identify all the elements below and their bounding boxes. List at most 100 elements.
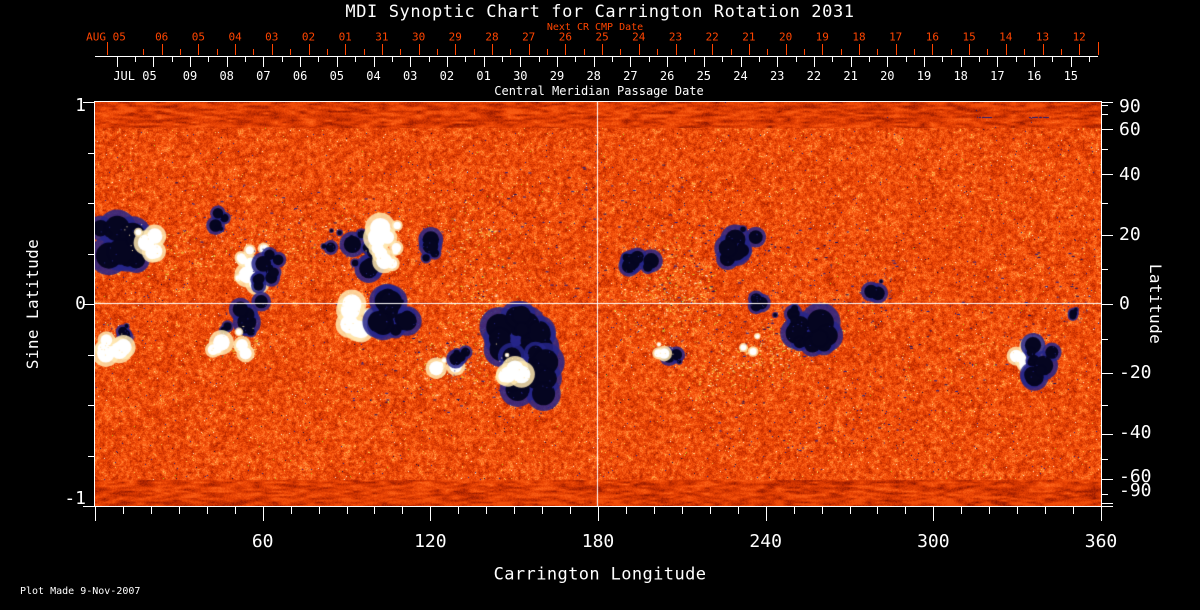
axis-tick bbox=[1073, 507, 1075, 514]
cmp-day-label: 25 bbox=[696, 69, 712, 83]
axis-tick bbox=[685, 57, 687, 62]
next-cr-day-label: 13 bbox=[1035, 30, 1050, 44]
axis-tick bbox=[402, 507, 404, 514]
axis-tick bbox=[681, 507, 683, 514]
axis-tick bbox=[1017, 507, 1019, 514]
axis-tick bbox=[557, 57, 558, 67]
axis-tick bbox=[887, 57, 889, 67]
next-cr-day-label: 20 bbox=[778, 30, 793, 44]
sine-latitude-tick-label: 1 bbox=[75, 95, 86, 116]
cmp-month-label: JUL 05 bbox=[113, 69, 157, 83]
axis-tick bbox=[849, 507, 851, 514]
latitude-tick-label: 40 bbox=[1119, 164, 1141, 185]
axis-tick bbox=[653, 507, 655, 514]
axis-tick bbox=[88, 456, 95, 457]
next-cr-cmp-date-label: Next CR CMP Date bbox=[546, 22, 644, 33]
axis-tick bbox=[1101, 114, 1108, 115]
axis-tick bbox=[446, 57, 448, 67]
next-cr-day-label: 15 bbox=[962, 30, 976, 44]
next-cr-tick bbox=[271, 44, 273, 55]
latitude-tick-label: 20 bbox=[1119, 224, 1141, 245]
axis-tick bbox=[262, 507, 264, 521]
next-cr-day-label: 05 bbox=[191, 30, 206, 44]
next-cr-tick bbox=[216, 49, 218, 55]
axis-tick bbox=[905, 507, 907, 514]
next-cr-tick bbox=[290, 49, 292, 55]
next-cr-tick bbox=[950, 49, 952, 55]
axis-tick bbox=[1101, 304, 1113, 305]
cmp-day-label: 27 bbox=[623, 69, 638, 83]
next-cr-day-label: 28 bbox=[485, 30, 499, 44]
axis-tick bbox=[979, 57, 981, 62]
axis-tick bbox=[877, 507, 879, 514]
next-cr-tick bbox=[1024, 49, 1026, 55]
axis-tick bbox=[612, 57, 614, 62]
axis-tick bbox=[1101, 129, 1113, 130]
magnetogram-image bbox=[95, 102, 1101, 506]
axis-tick bbox=[171, 57, 173, 62]
next-cr-tick bbox=[767, 49, 769, 55]
axis-tick bbox=[933, 507, 935, 521]
next-cr-day-label: 12 bbox=[1072, 30, 1086, 44]
next-cr-tick bbox=[1097, 42, 1099, 55]
axis-tick bbox=[598, 507, 599, 521]
cmp-day-label: 07 bbox=[256, 69, 271, 83]
cmp-day-label: 30 bbox=[513, 69, 528, 83]
axis-tick bbox=[1101, 149, 1108, 150]
next-cr-tick bbox=[877, 49, 879, 55]
axis-tick bbox=[1101, 434, 1113, 435]
cmp-day-label: 23 bbox=[769, 69, 785, 83]
next-cr-tick bbox=[932, 44, 934, 55]
next-cr-day-label: 22 bbox=[705, 30, 719, 44]
axis-tick bbox=[960, 57, 962, 67]
next-cr-tick bbox=[180, 49, 182, 55]
next-cr-month-label: AUG 05 bbox=[86, 30, 126, 44]
next-cr-day-label: 29 bbox=[448, 30, 462, 44]
next-cr-tick bbox=[1042, 44, 1044, 55]
next-cr-tick bbox=[859, 44, 860, 55]
latitude-tick-label: -40 bbox=[1119, 422, 1152, 443]
next-cr-tick bbox=[712, 44, 714, 55]
latitude-tick-label: -20 bbox=[1119, 362, 1152, 383]
cmp-day-label: 26 bbox=[659, 69, 675, 83]
next-cr-tick bbox=[693, 49, 695, 55]
latitude-axis-label: Latitude bbox=[1146, 263, 1165, 345]
axis-tick bbox=[88, 203, 95, 204]
cmp-day-label: 06 bbox=[292, 69, 308, 83]
next-cr-tick bbox=[895, 44, 897, 55]
axis-tick bbox=[570, 507, 572, 514]
next-cr-tick bbox=[326, 49, 328, 55]
latitude-tick-label: -60 bbox=[1119, 466, 1152, 487]
axis-tick bbox=[961, 507, 963, 514]
axis-tick bbox=[483, 57, 485, 67]
axis-tick bbox=[1070, 57, 1072, 67]
longitude-tick-label: 240 bbox=[749, 531, 782, 552]
axis-tick bbox=[150, 507, 152, 514]
axis-tick bbox=[318, 57, 320, 62]
axis-tick bbox=[997, 57, 999, 67]
axis-tick bbox=[722, 57, 724, 62]
axis-tick bbox=[850, 57, 852, 67]
chart-title: MDI Synoptic Chart for Carrington Rotati… bbox=[345, 2, 855, 22]
longitude-tick-label: 120 bbox=[414, 531, 447, 552]
next-cr-day-label: 27 bbox=[522, 30, 536, 44]
next-cr-tick bbox=[657, 49, 659, 55]
axis-tick bbox=[1101, 174, 1113, 175]
cmp-date-axis-label: Central Meridian Passage Date bbox=[494, 84, 704, 98]
next-cr-day-label: 26 bbox=[558, 30, 573, 44]
next-cr-tick bbox=[418, 44, 420, 55]
axis-tick bbox=[1101, 507, 1102, 521]
longitude-tick-label: 180 bbox=[581, 531, 615, 552]
cmp-day-label: 20 bbox=[880, 69, 895, 83]
axis-tick bbox=[391, 57, 393, 62]
axis-tick bbox=[458, 507, 460, 514]
next-cr-day-label: 31 bbox=[375, 30, 389, 44]
axis-tick bbox=[1015, 57, 1017, 62]
next-cr-tick bbox=[1060, 49, 1062, 55]
next-cr-tick bbox=[638, 44, 640, 55]
cmp-day-label: 18 bbox=[953, 69, 968, 83]
axis-tick bbox=[832, 57, 834, 62]
next-cr-tick bbox=[675, 44, 677, 55]
next-cr-day-label: 16 bbox=[925, 30, 940, 44]
